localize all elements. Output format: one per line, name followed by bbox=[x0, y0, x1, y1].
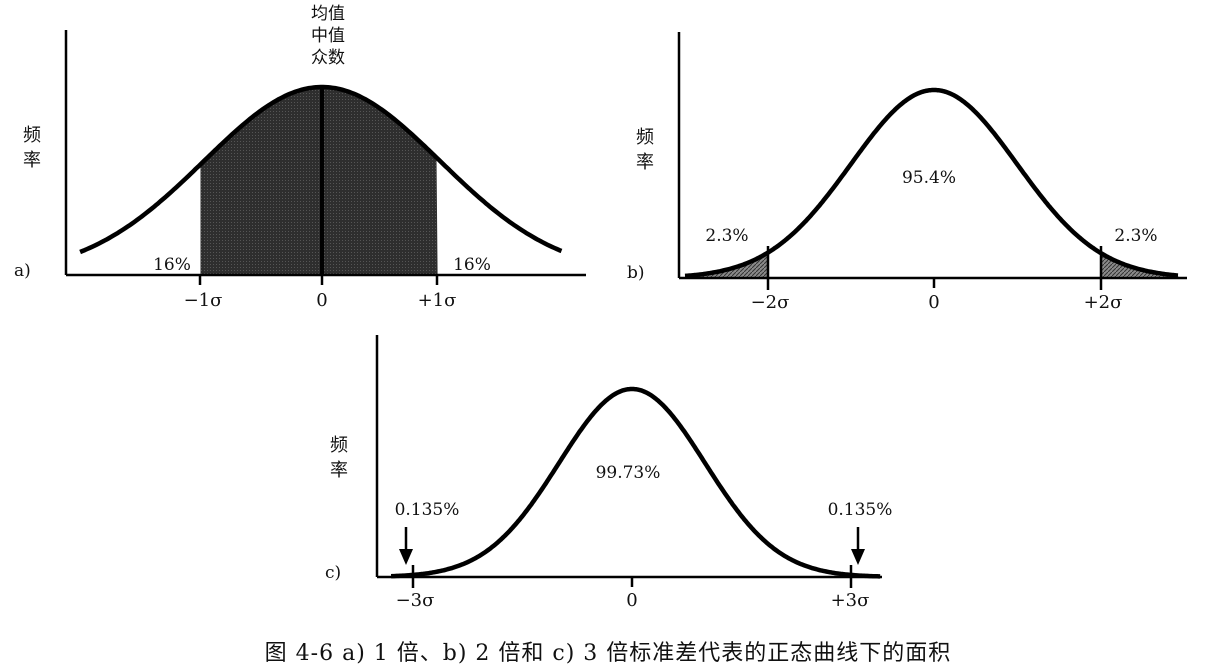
panel-c-center-pct: 99.73% bbox=[596, 463, 661, 483]
panel-a-tail-left: 16% bbox=[153, 255, 191, 275]
panel-a-ylabel-1: 频 bbox=[23, 125, 41, 146]
panel-b-shaded-right bbox=[1100, 252, 1179, 278]
panel-c-panel-label: c) bbox=[325, 563, 341, 583]
panel-b-tail-right: 2.3% bbox=[1114, 226, 1157, 246]
panel-c-ylabel-2: 率 bbox=[330, 460, 348, 481]
panel-a-tick-label-minus: −1σ bbox=[184, 290, 223, 311]
panel-c-tick-label-zero: 0 bbox=[626, 590, 637, 611]
panel-a-ylabel-2: 率 bbox=[23, 150, 41, 171]
panel-a-shaded-area bbox=[200, 87, 438, 275]
panel-c-tail-left: 0.135% bbox=[395, 500, 460, 520]
panel-c-curve bbox=[390, 386, 881, 579]
panel-c-tick-label-minus: −3σ bbox=[396, 590, 435, 611]
panel-b: 频 率 b) 95.4% 2.3% 2.3% −2σ 0 +2σ bbox=[627, 32, 1187, 313]
panel-b-ylabel-1: 频 bbox=[636, 127, 654, 148]
panel-c-arrow-right bbox=[851, 527, 865, 565]
panel-b-ylabel-2: 率 bbox=[636, 152, 654, 173]
panel-a-center-label-3: 众数 bbox=[311, 48, 345, 68]
panel-a: 均值 中值 众数 频 率 a) 16% 16% −1σ 0 +1σ bbox=[14, 4, 586, 311]
panel-b-center-pct: 95.4% bbox=[902, 168, 956, 188]
panel-a-panel-label: a) bbox=[14, 261, 31, 281]
panel-a-tick-label-plus: +1σ bbox=[418, 290, 457, 311]
panel-c: 频 率 c) 99.73% 0.135% 0.135% −3σ 0 +3σ bbox=[325, 335, 892, 611]
panel-c-tick-label-plus: +3σ bbox=[831, 590, 870, 611]
panel-b-shaded-left bbox=[685, 252, 768, 278]
panel-a-tick-label-zero: 0 bbox=[316, 290, 327, 311]
panel-b-tick-label-minus: −2σ bbox=[751, 292, 790, 313]
panel-a-center-label-1: 均值 bbox=[311, 4, 345, 24]
panel-a-center-label-2: 中值 bbox=[311, 26, 345, 46]
panel-b-panel-label: b) bbox=[627, 263, 645, 283]
panel-a-curve bbox=[79, 84, 563, 255]
panel-c-arrow-left bbox=[399, 527, 413, 565]
panel-a-tail-right: 16% bbox=[453, 255, 491, 275]
panel-b-tick-label-plus: +2σ bbox=[1084, 292, 1123, 313]
panel-c-ylabel-1: 频 bbox=[330, 435, 348, 456]
figure-caption: 图 4-6 a) 1 倍、b) 2 倍和 c) 3 倍标准差代表的正态曲线下的面… bbox=[265, 641, 952, 666]
panel-b-tail-left: 2.3% bbox=[705, 226, 748, 246]
panel-c-tail-right: 0.135% bbox=[828, 500, 893, 520]
panel-b-tick-label-zero: 0 bbox=[928, 292, 939, 313]
